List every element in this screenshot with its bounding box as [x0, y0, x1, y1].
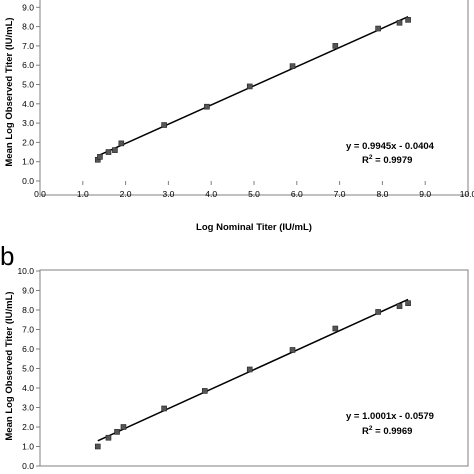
- y-axis-title: Mean Log Observed Titer (IU/mL): [4, 291, 15, 440]
- panel-a: 0.0 1.0 2.0 3.0 4.0 5.0 6.0 7.0 8.0 9.0 0.0 1.0 2.0…: [4, 0, 474, 233]
- y-tick-label: 2.0: [22, 137, 34, 147]
- y-tick-label: 9.0: [22, 2, 34, 12]
- data-point: [105, 149, 112, 155]
- x-tick-label: 2.0: [120, 189, 132, 199]
- trendline-group: [97, 16, 409, 157]
- y-tick-label: 4.0: [22, 383, 34, 393]
- data-point: [204, 103, 210, 110]
- y-tick-label: 0.0: [22, 176, 34, 186]
- y-tick-label: 8.0: [22, 22, 34, 32]
- x-tick-label: 7.0: [334, 189, 346, 199]
- data-points: [94, 17, 411, 163]
- y-tick-label: 5.0: [22, 364, 34, 374]
- y-tick-label: 6.0: [22, 344, 34, 354]
- data-point: [289, 63, 296, 69]
- linear-trendline: [97, 16, 409, 157]
- regression-equation: y = 1.0001x - 0.0579: [346, 411, 434, 422]
- x-tick-label: 6.0: [291, 189, 303, 199]
- data-point: [289, 347, 296, 353]
- data-point: [405, 300, 411, 306]
- data-point: [105, 434, 112, 441]
- data-point: [161, 122, 167, 128]
- data-points: [94, 300, 411, 450]
- y-tick-label: 1.0: [22, 157, 34, 167]
- y-tick-label: 5.0: [22, 80, 34, 90]
- data-point: [201, 388, 208, 394]
- y-tick-label: 7.0: [22, 325, 34, 335]
- data-point: [375, 309, 381, 315]
- r-squared-value: = 0.9969: [373, 426, 413, 437]
- linear-trendline: [97, 298, 409, 442]
- y-tick-label: 6.0: [22, 60, 34, 70]
- panel-b-label: b: [0, 241, 14, 271]
- data-point: [112, 147, 118, 153]
- data-point: [94, 443, 101, 450]
- r-squared-value: = 0.9979: [373, 155, 413, 166]
- x-tick-label: 10.0: [460, 189, 474, 199]
- y-axis-ticks: 0.0 1.0 2.0 3.0 4.0 5.0 6.0 7.0 8.0 9.0: [22, 2, 40, 186]
- y-tick-label: 7.0: [22, 41, 34, 51]
- x-tick-label: 3.0: [162, 189, 174, 199]
- r-squared-label: R2 = 0.9979: [362, 154, 412, 166]
- y-tick-label: 2.0: [22, 422, 34, 432]
- r-squared-r: R: [362, 426, 369, 437]
- y-tick-label: 10.0: [17, 266, 34, 276]
- y-axis-ticks: 0.0 1.0 2.0 3.0 4.0 5.0 6.0 7.0 8.0 9.0 10.0: [17, 266, 40, 471]
- data-point: [246, 83, 253, 90]
- y-tick-label: 8.0: [22, 305, 34, 315]
- data-point: [118, 140, 125, 147]
- x-tick-label: 0.0: [34, 189, 46, 199]
- y-axis-title: Mean Log Observed Titer (IU/mL): [4, 17, 15, 166]
- regression-equation: y = 0.9945x - 0.0404: [346, 141, 435, 152]
- plot-area-frame: [39, 0, 469, 196]
- data-point: [332, 325, 339, 332]
- data-point: [161, 405, 167, 412]
- y-tick-label: 3.0: [22, 403, 34, 413]
- data-point: [396, 19, 403, 26]
- x-tick-label: 8.0: [376, 189, 388, 199]
- r-squared-label: R2 = 0.9969: [362, 425, 412, 437]
- y-tick-label: 4.0: [22, 99, 34, 109]
- data-point: [120, 424, 127, 430]
- data-point: [405, 17, 411, 23]
- x-tick-label: 1.0: [77, 189, 89, 199]
- data-point: [375, 25, 381, 32]
- data-point: [97, 154, 103, 160]
- data-point: [332, 43, 339, 49]
- r-squared-r: R: [362, 155, 369, 166]
- y-tick-label: 1.0: [22, 442, 34, 452]
- x-tick-label: 4.0: [205, 189, 217, 199]
- data-point: [114, 429, 120, 435]
- x-axis-ticks: 0.0 1.0 2.0 3.0 4.0 5.0 6.0 7.0 8.0 9.0 10.0: [34, 181, 474, 199]
- x-tick-label: 5.0: [248, 189, 260, 199]
- r-squared-superscript: 2: [369, 425, 373, 432]
- x-axis-title: Log Nominal Titer (IU/mL): [196, 222, 312, 233]
- y-tick-label: 9.0: [22, 286, 34, 296]
- y-tick-label: 3.0: [22, 118, 34, 128]
- r-squared-superscript: 2: [369, 154, 373, 161]
- trendline-group: [97, 298, 409, 442]
- x-tick-label: 9.0: [419, 189, 431, 199]
- y-tick-label: 0.0: [22, 461, 34, 471]
- panel-b: 0.0 1.0 2.0 3.0 4.0 5.0 6.0 7.0 8.0 9.0 10.0 Mean …: [4, 266, 469, 471]
- data-point: [396, 303, 403, 309]
- data-point: [246, 366, 253, 373]
